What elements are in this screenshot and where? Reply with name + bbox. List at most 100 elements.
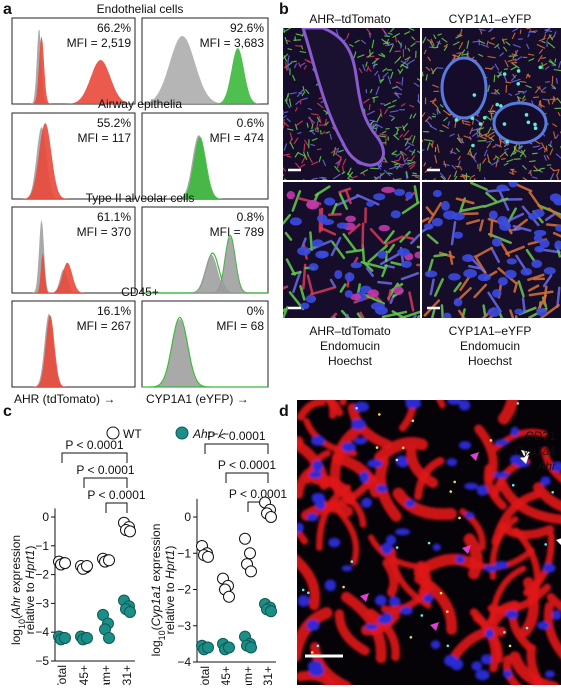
panel-label: c xyxy=(3,403,12,420)
tissue-stroke xyxy=(440,131,443,132)
p-value: P < 0.0001 xyxy=(87,488,145,502)
eyfp-signal xyxy=(525,113,529,117)
nucleus xyxy=(395,528,410,535)
nucleus xyxy=(307,513,318,521)
transcript-dot xyxy=(421,614,424,617)
nucleus xyxy=(462,254,474,262)
vessel xyxy=(504,362,514,418)
nucleus xyxy=(539,239,549,248)
eyfp-signal xyxy=(471,144,475,148)
nucleus xyxy=(297,247,311,256)
nucleus xyxy=(464,483,478,490)
p-value: P < 0.0001 xyxy=(229,487,287,501)
nucleus xyxy=(478,274,491,282)
data-point xyxy=(224,591,235,602)
tissue-stroke xyxy=(442,305,443,321)
tissue-stroke xyxy=(540,168,544,169)
nucleus xyxy=(306,295,317,303)
y-tick-label: −2 xyxy=(177,583,191,597)
nucleus xyxy=(317,214,328,222)
nucleus xyxy=(465,512,475,519)
tissue-stroke xyxy=(494,75,495,81)
y-tick-label: −4 xyxy=(35,625,49,639)
transcript-dot xyxy=(440,592,443,595)
tissue-stroke xyxy=(514,147,515,153)
nucleus xyxy=(373,193,385,200)
tissue-stroke xyxy=(389,290,391,300)
nucleus xyxy=(309,471,323,478)
transcript-dot xyxy=(402,447,405,450)
nucleus xyxy=(488,307,501,316)
stain-legend: Endomucin xyxy=(460,339,520,353)
tissue-stroke xyxy=(378,282,391,283)
transcript-dot xyxy=(449,490,452,493)
eyfp-signal xyxy=(516,82,520,86)
nucleus xyxy=(447,458,458,466)
micrograph xyxy=(279,28,425,184)
tissue-stroke xyxy=(532,31,537,32)
micrograph xyxy=(257,355,561,685)
nucleus xyxy=(367,289,379,297)
nucleus xyxy=(342,442,356,452)
nucleus xyxy=(345,216,356,222)
panel-label: b xyxy=(279,1,289,18)
x-axis-label: AHR (tdTomato) → xyxy=(14,392,115,406)
nucleus xyxy=(376,485,388,493)
y-axis-title-part: expression xyxy=(9,535,23,596)
nucleus xyxy=(498,277,508,285)
nucleus xyxy=(481,654,492,664)
x-tick-label: EpCam+ xyxy=(241,666,255,685)
y-tick-label: −1 xyxy=(177,546,191,560)
nucleus xyxy=(496,184,508,191)
data-point xyxy=(224,642,235,653)
eyfp-signal xyxy=(455,118,459,122)
channel-label: Cyp1a1 xyxy=(515,444,556,458)
nucleus xyxy=(345,272,355,281)
y-tick-label: −3 xyxy=(177,619,191,633)
transcript-dot xyxy=(503,631,506,634)
nucleus xyxy=(531,260,542,268)
eyfp-signal xyxy=(505,140,509,144)
nucleus xyxy=(463,269,477,278)
y-axis-title-part: log xyxy=(9,629,23,645)
transcript-dot xyxy=(490,439,493,442)
data-point xyxy=(82,560,93,571)
transcript-dot xyxy=(378,413,381,416)
transcript-dot xyxy=(428,542,431,545)
column-title: AHR–tdTomato xyxy=(309,12,391,26)
nucleus xyxy=(506,610,519,619)
nucleus xyxy=(545,670,555,677)
nucleus xyxy=(492,289,502,298)
p-value: P < 0.0001 xyxy=(76,463,134,477)
row-title: Endothelial cells xyxy=(97,2,184,16)
nucleus xyxy=(452,212,465,220)
tissue-stroke xyxy=(552,65,555,66)
nucleus xyxy=(540,476,550,486)
row-title: CD45+ xyxy=(121,285,159,299)
transcript-dot xyxy=(317,645,320,648)
channel-label: CD31 xyxy=(525,429,556,443)
nucleus xyxy=(337,222,348,228)
nucleus xyxy=(365,624,378,630)
nucleus xyxy=(401,261,412,268)
nucleus xyxy=(397,248,410,256)
percent-label: 0.8% xyxy=(237,210,265,224)
nucleus xyxy=(378,250,387,258)
tissue-stroke xyxy=(315,128,316,131)
nucleus xyxy=(441,201,450,211)
x-tick-label: CD45+ xyxy=(219,666,233,685)
y-tick-label: −4 xyxy=(177,655,191,669)
transcript-dot xyxy=(517,402,520,405)
nucleus xyxy=(298,595,310,607)
nucleus xyxy=(475,670,489,680)
tissue-stroke xyxy=(491,218,492,236)
mfi-label: MFI = 370 xyxy=(77,225,132,239)
nucleus xyxy=(294,523,304,533)
nucleus xyxy=(505,270,517,279)
y-axis-title-part: Ahr xyxy=(9,595,23,616)
nucleus xyxy=(351,419,366,430)
nucleus xyxy=(511,427,519,437)
significance-bracket xyxy=(62,453,127,463)
transcript-dot xyxy=(355,407,358,410)
percent-label: 92.6% xyxy=(230,21,264,35)
